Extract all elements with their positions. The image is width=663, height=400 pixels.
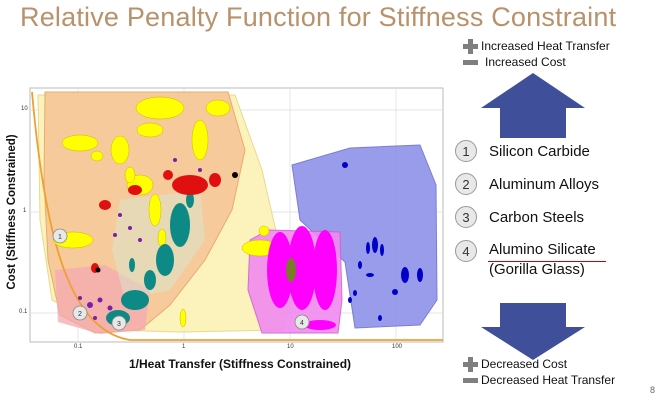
legend-top: Increased Heat Transfer Increased Cost — [463, 38, 610, 70]
black-dots — [95, 172, 238, 273]
material-item: 3 Carbon Steels — [455, 206, 584, 228]
marker-4: 4 — [294, 314, 310, 330]
material-item: 1 Silicon Carbide — [455, 140, 590, 162]
material-number: 3 — [455, 206, 477, 228]
magenta-bubbles — [267, 226, 337, 330]
svg-text:4: 4 — [300, 320, 304, 327]
legend-top-line1: Increased Heat Transfer — [481, 39, 610, 53]
marker-2: 2 — [72, 305, 88, 321]
underline — [488, 261, 606, 262]
legend-top-line2: Increased Cost — [485, 55, 566, 69]
material-number: 4 — [455, 240, 477, 262]
y-tick: 0.1 — [19, 309, 28, 315]
material-label: Aluminum Alloys — [489, 175, 600, 193]
legend-bottom-line1: Decreased Cost — [481, 357, 568, 371]
x-tick: 1 — [182, 344, 186, 350]
plus-icon — [463, 38, 478, 54]
material-label: Silicon Carbide — [489, 142, 590, 160]
red-bubbles — [91, 170, 221, 273]
svg-text:2: 2 — [78, 311, 82, 318]
material-label: Carbon Steels — [489, 208, 585, 226]
olive-bubble — [286, 258, 296, 282]
x-tick: 100 — [392, 344, 403, 350]
plus-icon — [463, 356, 478, 372]
material-number: 1 — [455, 140, 477, 162]
page-number: 8 — [650, 385, 656, 395]
x-tick: 0.1 — [74, 344, 83, 350]
slide-title: Relative Penalty Function for Stiffness … — [20, 2, 617, 32]
penalty-curve — [31, 91, 443, 341]
material-label: Alumino Silicate — [489, 241, 596, 258]
marker-1: 1 — [52, 228, 68, 244]
up-arrow — [481, 73, 585, 138]
material-item: 2 Aluminum Alloys — [455, 173, 599, 195]
y-tick: 1 — [23, 208, 27, 214]
down-arrow — [481, 303, 585, 360]
y-tick: 10 — [21, 106, 28, 112]
material-number: 2 — [455, 173, 477, 195]
blue-dots — [342, 162, 423, 321]
minus-icon — [463, 59, 478, 65]
legend-bottom: Decreased Cost Decreased Heat Transfer — [463, 356, 615, 388]
marker-3: 3 — [111, 315, 127, 331]
svg-text:1: 1 — [58, 234, 62, 241]
x-axis-label: 1/Heat Transfer (Stiffness Constrained) — [128, 357, 352, 371]
legend-bottom-line2: Decreased Heat Transfer — [481, 373, 616, 387]
yellow-bubbles — [52, 96, 279, 328]
purple-dots — [78, 158, 202, 320]
x-tick: 10 — [287, 344, 294, 350]
y-axis-label: Cost (Stiffness Constrained) — [6, 134, 18, 290]
material-label-sub: (Gorilla Glass) — [489, 261, 585, 278]
material-item: 4 Alumino Silicate (Gorilla Glass) — [455, 240, 596, 280]
chart-markers: 1 2 3 4 — [52, 228, 310, 331]
minus-icon — [463, 377, 478, 383]
material-label-group: Alumino Silicate (Gorilla Glass) — [489, 240, 596, 280]
svg-text:3: 3 — [117, 321, 121, 328]
